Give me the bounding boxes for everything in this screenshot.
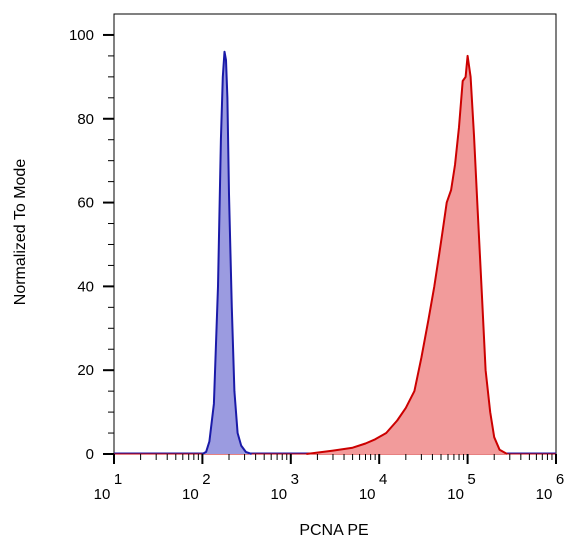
x-tick-label-base: 10 — [359, 486, 376, 503]
x-tick-label-base: 10 — [94, 486, 111, 503]
series-1-area — [306, 55, 508, 455]
x-tick-label-exp: 3 — [291, 471, 299, 488]
x-tick-label-exp: 5 — [467, 471, 475, 488]
y-tick-label: 40 — [77, 278, 94, 295]
y-tick-label: 0 — [86, 446, 94, 463]
series-0-area — [202, 51, 252, 454]
plot-frame — [113, 13, 557, 455]
x-tick-label-base: 10 — [182, 486, 199, 503]
x-tick-label-exp: 6 — [556, 471, 564, 488]
series-1-line — [306, 54, 508, 455]
y-tick-label: 20 — [77, 362, 94, 379]
x-tick-label-base: 10 — [447, 486, 464, 503]
y-axis-title: Normalized To Mode — [12, 159, 29, 306]
x-tick-label-exp: 2 — [202, 471, 210, 488]
x-axis-title: PCNA PE — [299, 522, 368, 539]
series-layer — [114, 50, 556, 455]
x-tick-label-base: 10 — [270, 486, 287, 503]
y-axis: 0 20 40 60 80 100 — [69, 27, 114, 463]
y-tick-label: 100 — [69, 27, 94, 44]
series-0-line — [201, 50, 252, 455]
y-tick-label: 60 — [77, 195, 94, 212]
x-tick-label-base: 10 — [536, 486, 553, 503]
x-tick-label-exp: 1 — [114, 471, 122, 488]
y-tick-label: 80 — [77, 111, 94, 128]
x-tick-label-exp: 4 — [379, 471, 387, 488]
